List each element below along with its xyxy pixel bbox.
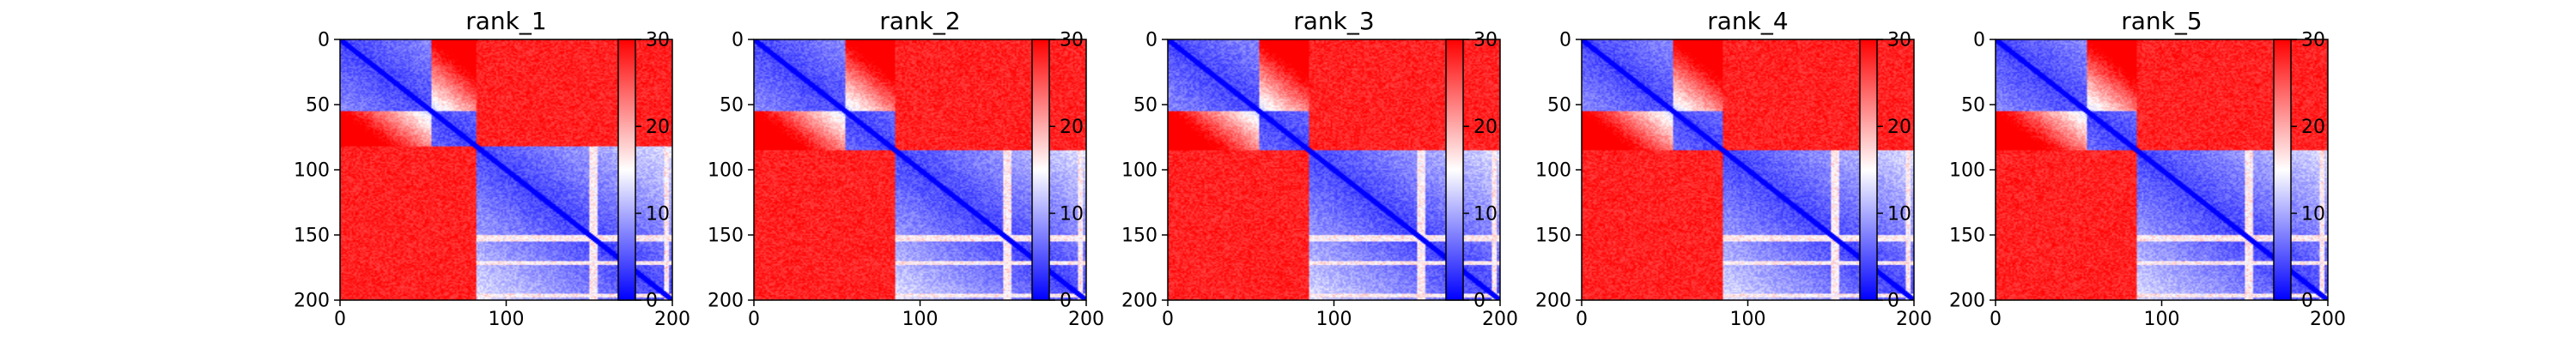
heatmap-image [1582,39,1914,300]
y-tick-label: 150 [708,226,744,247]
x-tick-label: 100 [902,309,939,330]
y-tick-label: 100 [1121,160,1157,182]
y-tick-label: 50 [306,95,330,117]
panel-title: rank_1 [465,7,546,35]
colorbar-tick-label: 0 [646,291,658,312]
y-tick-label: 200 [1535,291,1571,312]
colorbar-tick-label: 30 [1887,30,1911,51]
y-tick-label: 100 [708,160,744,182]
y-tick-label: 200 [708,291,744,312]
y-tick-label: 0 [318,30,330,51]
colorbar [1031,39,1050,301]
colorbar [1445,39,1464,301]
y-tick-label: 0 [1559,30,1571,51]
y-tick-label: 50 [1547,95,1571,117]
colorbar-tick-label: 10 [1060,203,1084,225]
heatmap-image [754,39,1086,300]
colorbar [617,39,636,301]
colorbar-tick-label: 30 [646,30,670,51]
y-tick-label: 100 [1535,160,1571,182]
colorbar-tick-label: 20 [646,117,670,138]
panel-title: rank_5 [2121,7,2202,35]
colorbar-tick-label: 0 [1887,291,1899,312]
x-tick-label: 100 [2144,309,2180,330]
colorbar-tick-label: 0 [1473,291,1485,312]
colorbar [2273,39,2292,301]
x-tick-label: 200 [1068,309,1104,330]
x-tick-label: 0 [748,309,760,330]
y-tick-label: 50 [1133,95,1157,117]
colorbar-tick-label: 10 [646,203,670,225]
colorbar-tick-label: 0 [1060,291,1072,312]
y-tick-label: 150 [1121,226,1157,247]
x-tick-label: 0 [1162,309,1174,330]
colorbar-tick-label: 30 [1473,30,1498,51]
y-tick-label: 0 [1973,30,1985,51]
heatmap-image [340,39,672,300]
colorbar-tick-label: 20 [1473,117,1498,138]
colorbar-tick-label: 20 [1887,117,1911,138]
colorbar-tick-label: 30 [2301,30,2325,51]
colorbar-tick-label: 10 [1887,203,1911,225]
y-tick-label: 0 [732,30,744,51]
colorbar-tick-label: 10 [2301,203,2325,225]
y-tick-label: 0 [1145,30,1157,51]
x-tick-label: 100 [1316,309,1352,330]
colorbar-tick-label: 10 [1473,203,1498,225]
heatmap-image [1168,39,1500,300]
colorbar-tick-label: 20 [1060,117,1084,138]
x-tick-label: 200 [1482,309,1518,330]
y-tick-label: 200 [1949,291,1985,312]
heatmap-image [1996,39,2328,300]
y-tick-label: 100 [294,160,330,182]
colorbar [1859,39,1878,301]
y-tick-label: 50 [720,95,744,117]
y-tick-label: 200 [294,291,330,312]
colorbar-tick-label: 0 [2301,291,2313,312]
x-tick-label: 100 [1730,309,1766,330]
x-tick-label: 100 [489,309,525,330]
y-tick-label: 150 [1535,226,1571,247]
y-tick-label: 50 [1961,95,1985,117]
x-tick-label: 200 [2310,309,2346,330]
panel-title: rank_3 [1293,7,1374,35]
y-tick-label: 150 [294,226,330,247]
x-tick-label: 0 [1576,309,1588,330]
y-tick-label: 150 [1949,226,1985,247]
y-tick-label: 100 [1949,160,1985,182]
panel-title: rank_2 [879,7,960,35]
x-tick-label: 200 [1896,309,1932,330]
x-tick-label: 0 [1990,309,2002,330]
x-tick-label: 200 [654,309,690,330]
x-tick-label: 0 [334,309,346,330]
colorbar-tick-label: 20 [2301,117,2325,138]
colorbar-tick-label: 30 [1060,30,1084,51]
panel-title: rank_4 [1707,7,1788,35]
y-tick-label: 200 [1121,291,1157,312]
